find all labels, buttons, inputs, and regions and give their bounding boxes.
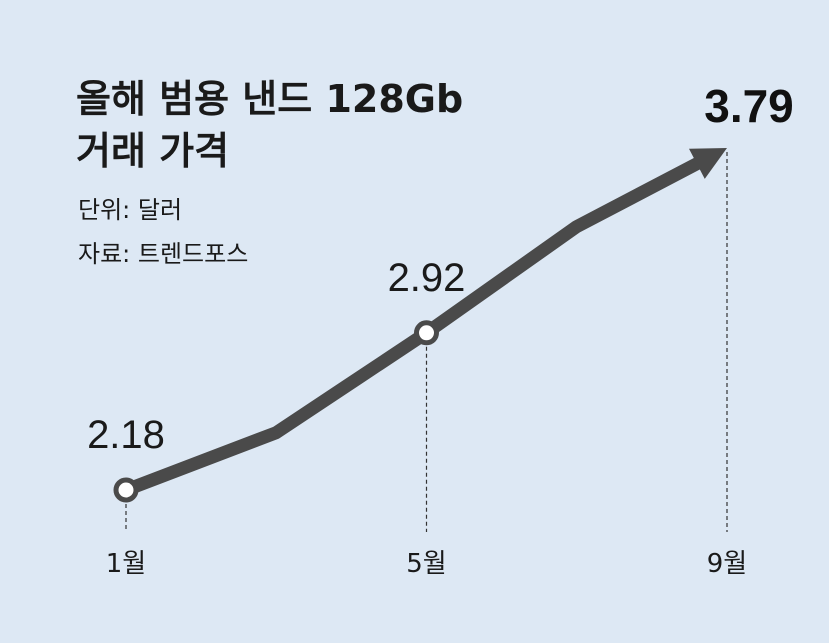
source-label: 자료: 트렌드포스 <box>78 240 248 268</box>
data-points <box>113 320 439 503</box>
chart-title-line-1: 올해 범용 낸드 128Gb <box>76 77 463 121</box>
data-label: 2.18 <box>87 413 165 457</box>
x-tick-label: 5월 <box>406 549 446 579</box>
price-line <box>123 156 704 497</box>
value-labels: 2.18 2.92 3.79 <box>87 80 794 457</box>
arrow-head <box>688 148 727 179</box>
data-point <box>113 477 139 503</box>
unit-label: 단위: 달러 <box>78 196 182 224</box>
data-point <box>414 320 439 346</box>
x-axis-ticks: 1월 5월 9월 <box>106 549 747 579</box>
x-tick-label: 1월 <box>106 549 146 579</box>
data-label: 3.79 <box>704 80 794 132</box>
x-tick-label: 9월 <box>707 549 747 579</box>
data-label: 2.92 <box>388 256 466 300</box>
chart-title-line-2: 거래 가격 <box>76 129 229 173</box>
